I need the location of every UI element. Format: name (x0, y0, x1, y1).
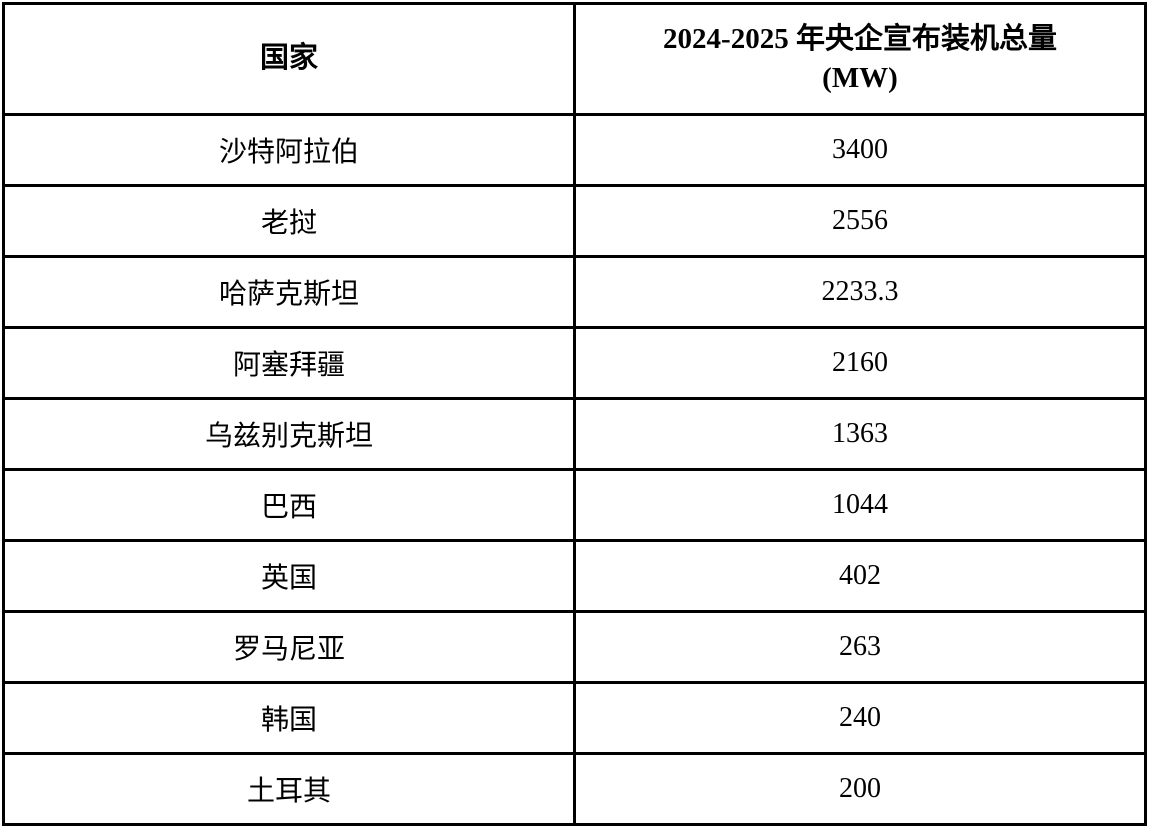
table-row: 英国 402 (2, 539, 1147, 613)
table-row: 韩国 240 (2, 681, 1147, 755)
table-row: 土耳其 200 (2, 752, 1147, 826)
country-cell: 罗马尼亚 (2, 610, 576, 684)
country-cell: 哈萨克斯坦 (2, 255, 576, 329)
header-country-label: 国家 (259, 42, 318, 75)
country-cell: 巴西 (2, 468, 576, 542)
country-cell: 英国 (2, 539, 576, 613)
table-row: 巴西 1044 (2, 468, 1147, 542)
country-cell: 土耳其 (2, 752, 576, 826)
capacity-cell: 2233.3 (573, 255, 1147, 329)
header-capacity-line2: (MW) (822, 62, 898, 94)
capacity-cell: 1363 (573, 397, 1147, 471)
capacity-cell: 263 (573, 610, 1147, 684)
table-row: 老挝 2556 (2, 184, 1147, 258)
country-cell: 乌兹别克斯坦 (2, 397, 576, 471)
table-row: 哈萨克斯坦 2233.3 (2, 255, 1147, 329)
table-row: 阿塞拜疆 2160 (2, 326, 1147, 400)
capacity-cell: 240 (573, 681, 1147, 755)
header-cell-country: 国家 (2, 2, 576, 116)
capacity-cell: 402 (573, 539, 1147, 613)
capacity-cell: 3400 (573, 113, 1147, 187)
table-header-row: 国家 2024-2025 年央企宣布装机总量 (MW) (2, 2, 1147, 116)
country-cell: 韩国 (2, 681, 576, 755)
capacity-cell: 200 (573, 752, 1147, 826)
capacity-cell: 2160 (573, 326, 1147, 400)
table-row: 沙特阿拉伯 3400 (2, 113, 1147, 187)
header-cell-capacity: 2024-2025 年央企宣布装机总量 (MW) (573, 2, 1147, 116)
table-row: 乌兹别克斯坦 1363 (2, 397, 1147, 471)
country-cell: 沙特阿拉伯 (2, 113, 576, 187)
header-capacity-line1: 2024-2025 年央企宣布装机总量 (663, 22, 1057, 55)
capacity-cell: 1044 (573, 468, 1147, 542)
capacity-cell: 2556 (573, 184, 1147, 258)
country-cell: 老挝 (2, 184, 576, 258)
table-row: 罗马尼亚 263 (2, 610, 1147, 684)
country-cell: 阿塞拜疆 (2, 326, 576, 400)
